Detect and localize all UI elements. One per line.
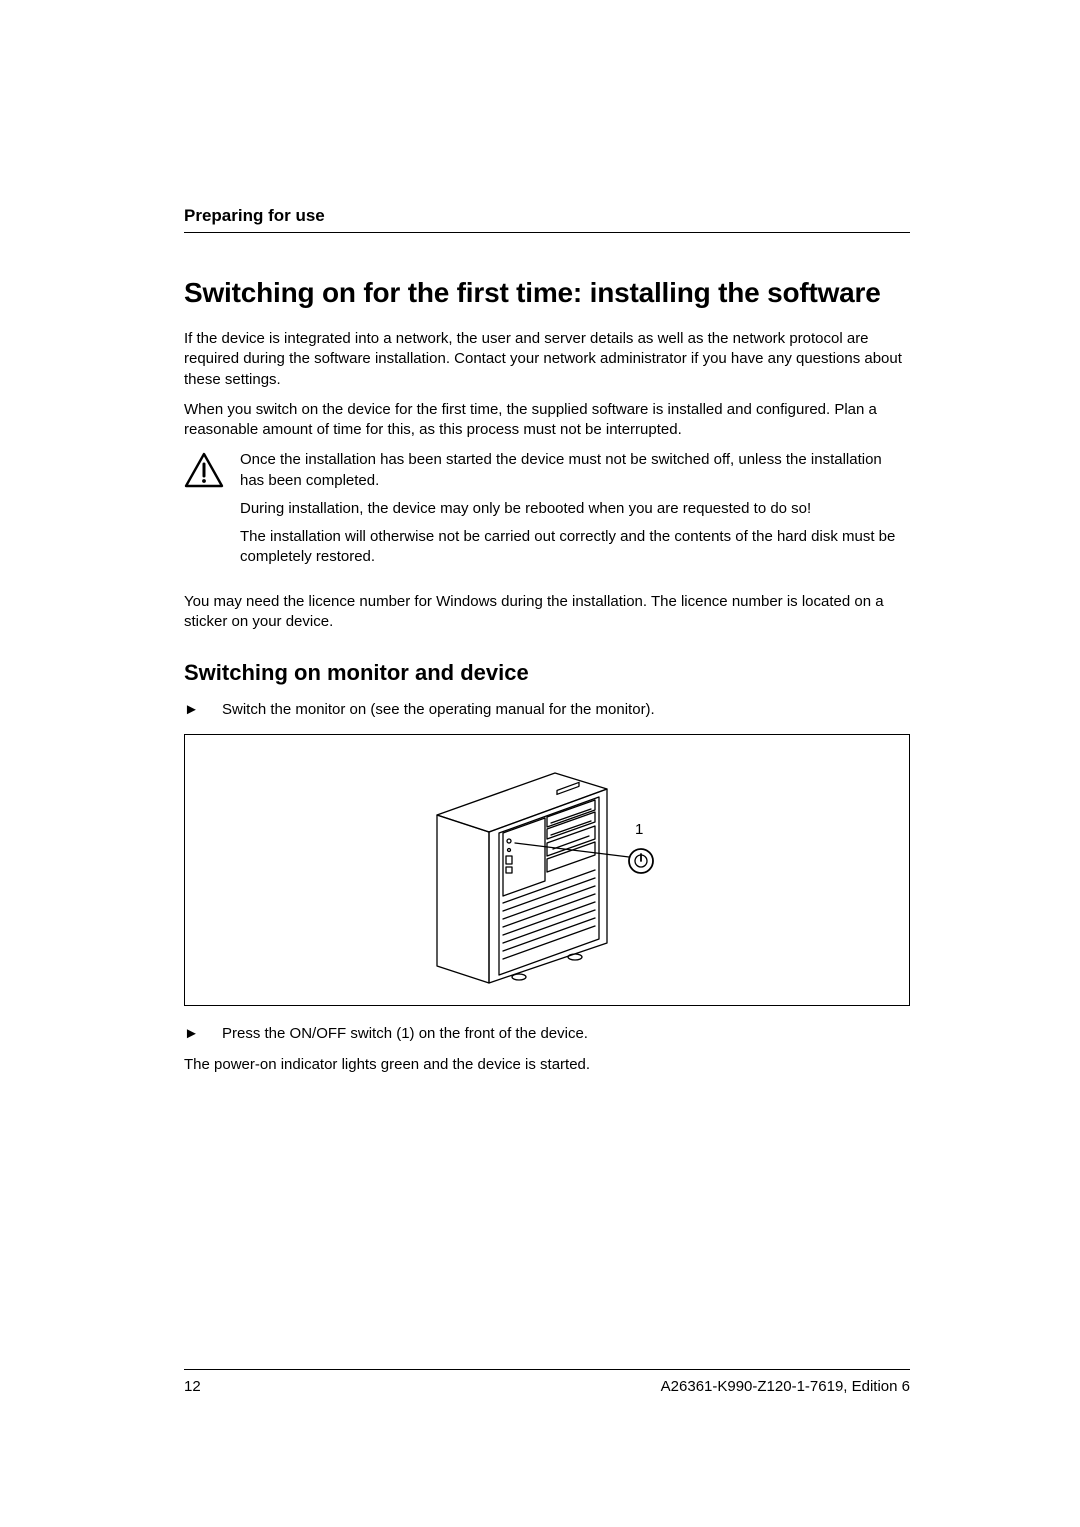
callout-number: 1 bbox=[635, 821, 643, 838]
step-text: Switch the monitor on (see the operating… bbox=[222, 700, 655, 720]
caution-line: Once the installation has been started t… bbox=[240, 450, 910, 491]
running-head: Preparing for use bbox=[184, 206, 910, 226]
paragraph: If the device is integrated into a netwo… bbox=[184, 329, 910, 390]
section-heading: Switching on for the first time: install… bbox=[184, 277, 910, 309]
caution-icon bbox=[184, 452, 230, 493]
device-figure: 1 bbox=[184, 734, 910, 1006]
paragraph: You may need the licence number for Wind… bbox=[184, 592, 910, 633]
tower-illustration bbox=[407, 755, 687, 985]
page-number: 12 bbox=[184, 1378, 201, 1395]
instruction-step: ► Press the ON/OFF switch (1) on the fro… bbox=[184, 1024, 910, 1044]
subsection-heading: Switching on monitor and device bbox=[184, 660, 910, 686]
caution-block: Once the installation has been started t… bbox=[184, 450, 910, 575]
document-id: A26361-K990-Z120-1-7619, Edition 6 bbox=[661, 1378, 910, 1395]
paragraph: The power-on indicator lights green and … bbox=[184, 1055, 910, 1075]
step-text: Press the ON/OFF switch (1) on the front… bbox=[222, 1024, 588, 1044]
caution-line: The installation will otherwise not be c… bbox=[240, 527, 910, 568]
caution-line: During installation, the device may only… bbox=[240, 499, 910, 519]
step-marker-icon: ► bbox=[184, 700, 222, 720]
step-marker-icon: ► bbox=[184, 1024, 222, 1044]
caution-text: Once the installation has been started t… bbox=[240, 450, 910, 575]
manual-page: Preparing for use Switching on for the f… bbox=[0, 0, 1080, 1527]
page-footer: 12 A26361-K990-Z120-1-7619, Edition 6 bbox=[184, 1369, 910, 1395]
paragraph: When you switch on the device for the fi… bbox=[184, 400, 910, 441]
instruction-step: ► Switch the monitor on (see the operati… bbox=[184, 700, 910, 720]
header-rule bbox=[184, 232, 910, 233]
footer-rule bbox=[184, 1369, 910, 1370]
